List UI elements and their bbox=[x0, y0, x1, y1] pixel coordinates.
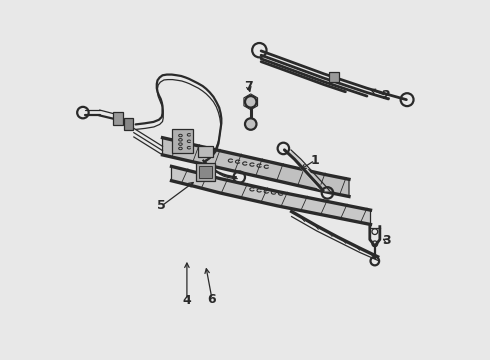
Bar bbox=[329, 72, 339, 82]
Polygon shape bbox=[287, 152, 330, 192]
Text: 7: 7 bbox=[244, 80, 253, 93]
Circle shape bbox=[245, 118, 256, 130]
Text: 6: 6 bbox=[208, 293, 216, 306]
Bar bbox=[197, 146, 214, 157]
Polygon shape bbox=[163, 138, 349, 197]
Text: 5: 5 bbox=[157, 199, 166, 212]
Text: 2: 2 bbox=[382, 89, 391, 102]
Bar bbox=[196, 163, 215, 181]
Text: 1: 1 bbox=[311, 154, 319, 167]
Polygon shape bbox=[172, 166, 370, 225]
Bar bbox=[113, 112, 122, 126]
Bar bbox=[172, 130, 194, 153]
Bar bbox=[124, 118, 133, 130]
Text: 3: 3 bbox=[382, 234, 391, 247]
Bar bbox=[199, 166, 212, 178]
Text: 4: 4 bbox=[183, 294, 191, 307]
Circle shape bbox=[245, 96, 256, 108]
